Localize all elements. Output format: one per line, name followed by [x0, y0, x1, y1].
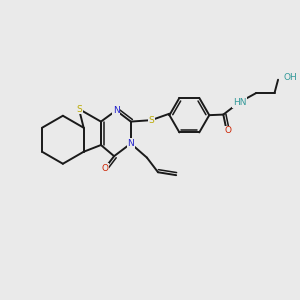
- Text: N: N: [113, 106, 119, 115]
- Text: S: S: [76, 104, 82, 113]
- Text: N: N: [128, 139, 134, 148]
- Text: O: O: [224, 127, 231, 136]
- Text: O: O: [101, 164, 108, 173]
- Text: S: S: [148, 116, 154, 124]
- Text: HN: HN: [233, 98, 246, 107]
- Text: OH: OH: [283, 73, 297, 82]
